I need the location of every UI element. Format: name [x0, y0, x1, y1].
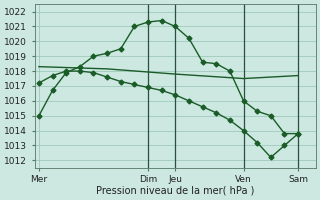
- X-axis label: Pression niveau de la mer( hPa ): Pression niveau de la mer( hPa ): [96, 186, 254, 196]
